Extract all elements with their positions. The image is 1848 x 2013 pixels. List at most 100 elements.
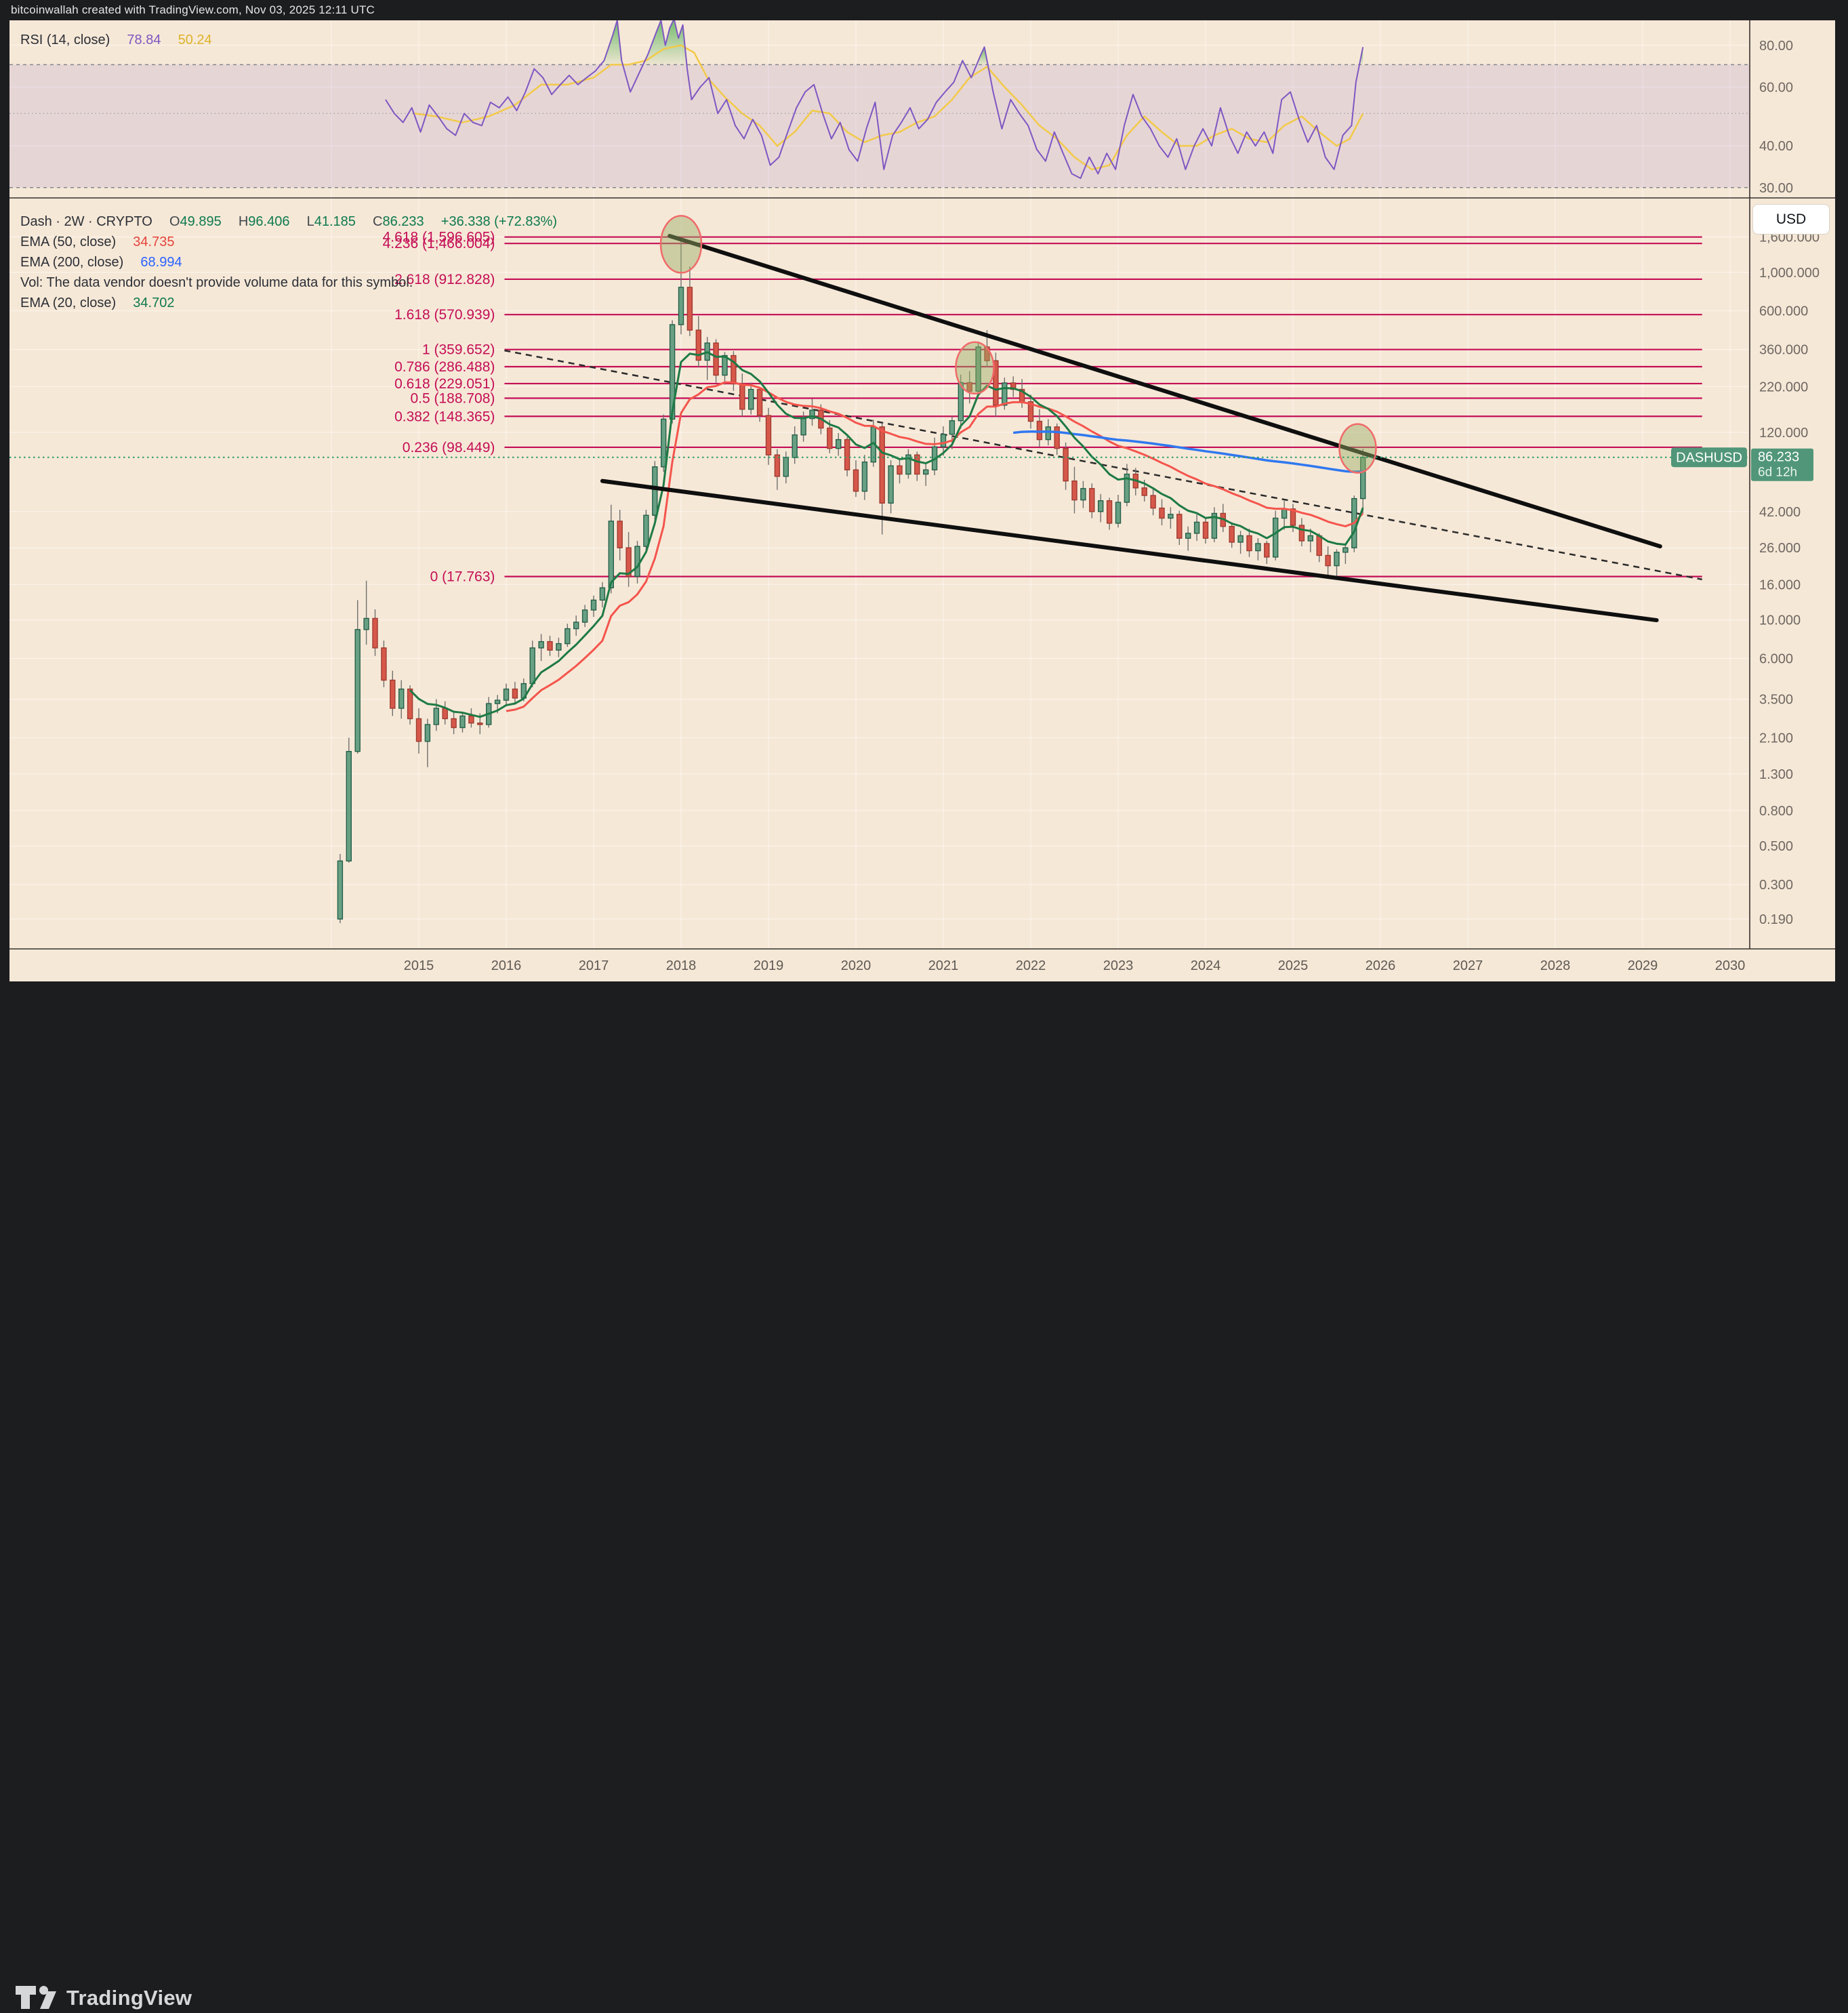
candle [547, 640, 553, 651]
candle [1307, 535, 1314, 542]
rsi-overbought-fill [600, 20, 623, 65]
year-tick: 2025 [1278, 958, 1309, 973]
chart-canvas[interactable]: 4.618 (1,596.605)4.236 (1,466.004) 2.618 … [9, 20, 1835, 981]
price-scale[interactable]: 80.0060.0040.0030.001,600.0001,000.00060… [1751, 39, 1820, 927]
candle [731, 354, 737, 385]
candle [1176, 514, 1183, 539]
symbol-row[interactable]: Dash · 2W · CRYPTO O49.895 H96.406 L41.1… [20, 211, 557, 232]
candle [774, 454, 781, 477]
candle [756, 388, 763, 416]
high-key: H [238, 214, 249, 229]
candle [442, 708, 448, 720]
candle [1334, 552, 1340, 567]
time-axis[interactable]: 2015 2016 2017 2018 2019 2020 2021 2022 2023 2024… [404, 958, 1746, 973]
candle [1342, 547, 1349, 553]
year-tick: 2024 [1191, 958, 1221, 973]
year-tick: 2030 [1715, 958, 1746, 973]
candle [1298, 525, 1305, 542]
ema20-row[interactable]: EMA (20, close) 34.702 [20, 293, 557, 313]
candle [1036, 420, 1043, 441]
fib-label-2.618: 2.618 (912.828) [394, 272, 495, 287]
candle [1045, 426, 1052, 441]
rsi-pane [9, 20, 1750, 188]
candle [827, 427, 833, 449]
gridlines [9, 20, 1750, 949]
fib-label-1: 1 (359.652) [422, 342, 495, 358]
rsi-legend[interactable]: RSI (14, close) 78.84 50.24 [20, 33, 212, 48]
fib-label-0: 0 (17.763) [430, 569, 495, 585]
volume-row[interactable]: Vol: The data vendor doesn't provide vol… [20, 272, 557, 293]
ema200-value: 68.994 [140, 255, 182, 270]
fib-retracement: 4.618 (1,596.605)4.236 (1,466.004) 2.618 … [383, 230, 1702, 585]
ema50-value: 34.735 [133, 235, 175, 249]
candle [914, 454, 920, 475]
fib-label-0.5: 0.5 (188.708) [410, 390, 495, 406]
circle-marker-3 [1338, 423, 1377, 474]
candle [354, 629, 361, 752]
candle [853, 469, 859, 492]
high-value: 96.406 [248, 214, 290, 229]
chart-area: 4.618 (1,596.605) 4.236 (1,466.004) 2.618 … [9, 20, 1835, 981]
year-tick: 2020 [841, 958, 871, 973]
ema50-label: EMA (50, close) [20, 235, 117, 249]
candle [1193, 521, 1200, 534]
year-tick: 2016 [491, 958, 522, 973]
year-tick: 2026 [1366, 958, 1396, 973]
candle [922, 469, 929, 475]
main-pane: 4.618 (1,596.605)4.236 (1,466.004) 2.618 … [9, 215, 1750, 923]
candle [1089, 488, 1095, 512]
volume-note: Vol: The data vendor doesn't provide vol… [20, 275, 413, 290]
candle [713, 342, 719, 376]
ema200-row[interactable]: EMA (200, close) 68.994 [20, 252, 557, 272]
pane-backgrounds [9, 20, 1835, 981]
symbol-title: Dash · 2W · CRYPTO [20, 214, 152, 229]
candle [459, 715, 466, 729]
candle [809, 409, 815, 420]
rsi-overbought-fill [642, 20, 687, 65]
ema50-row[interactable]: EMA (50, close) 34.735 [20, 232, 557, 252]
price-scale-tick: 16.000 [1759, 577, 1801, 592]
price-badge-value: 86.233 [1758, 450, 1799, 465]
main-legend[interactable]: Dash · 2W · CRYPTO O49.895 H96.406 L41.1… [20, 211, 557, 313]
candle [1063, 447, 1069, 482]
candle [503, 688, 510, 701]
candle [381, 647, 387, 681]
candle [661, 418, 667, 468]
candle [556, 643, 562, 651]
price-scale-tick: 6.000 [1759, 651, 1793, 666]
fib-label-0.618: 0.618 (229.051) [394, 376, 495, 392]
candle [1229, 526, 1235, 543]
candle [608, 521, 614, 588]
price-scale-tick: 1,000.000 [1759, 266, 1820, 281]
candle [1150, 495, 1156, 509]
candle [1027, 401, 1034, 422]
candle [686, 287, 693, 331]
candle [1264, 543, 1270, 558]
change-value: +36.338 (+72.83%) [440, 214, 558, 229]
candle [564, 628, 571, 645]
candle [888, 465, 894, 504]
price-scale-tick: 3.500 [1759, 693, 1793, 708]
year-tick: 2027 [1453, 958, 1483, 973]
candle [1281, 508, 1288, 519]
ema20-label: EMA (20, close) [20, 296, 117, 310]
rsi-scale-tick: 40.00 [1759, 139, 1793, 154]
candle [625, 547, 632, 577]
candle [617, 521, 623, 548]
candles [337, 237, 1366, 923]
candle [940, 434, 947, 448]
candle [1115, 502, 1122, 524]
currency-usd-button[interactable]: USD [1752, 204, 1830, 235]
year-tick: 2023 [1103, 958, 1134, 973]
candle [949, 420, 956, 435]
candle [512, 688, 518, 699]
price-scale-tick: 360.000 [1759, 343, 1808, 358]
tradingview-logo[interactable]: TradingView [15, 1983, 192, 2013]
open-value: 49.895 [180, 214, 222, 229]
candle [1290, 508, 1296, 526]
price-scale-tick: 10.000 [1759, 613, 1801, 628]
fib-label-0.382: 0.382 (148.365) [394, 409, 495, 424]
rsi-band [9, 64, 1750, 188]
symbol-badge: DASHUSD [1671, 447, 1747, 468]
